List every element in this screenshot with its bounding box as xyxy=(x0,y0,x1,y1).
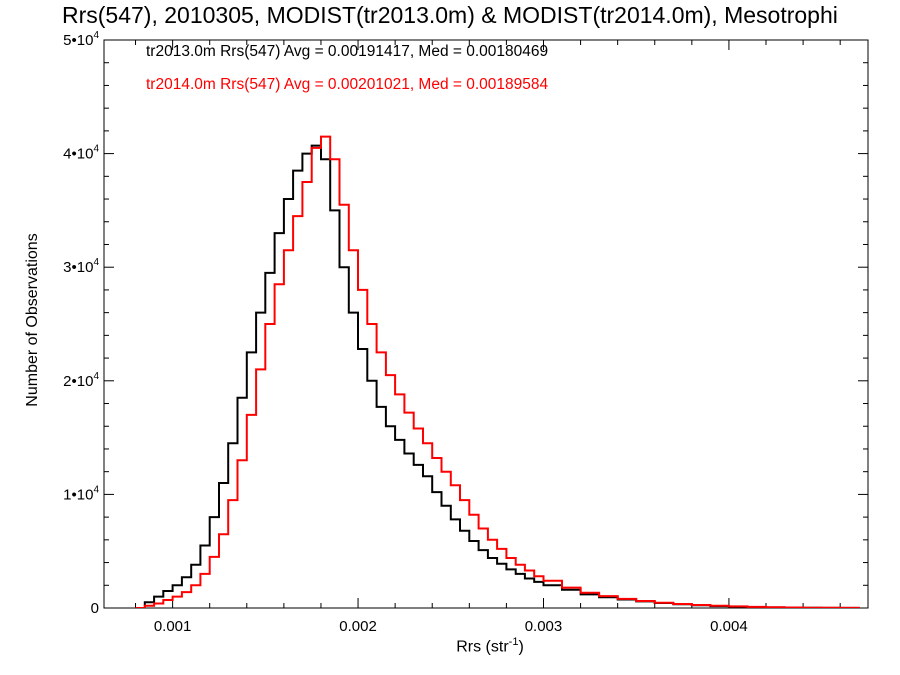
y-tick-exponent: 4 xyxy=(93,484,99,495)
plot-frame xyxy=(103,39,869,609)
y-tick-exponent: 4 xyxy=(93,144,99,155)
y-axis-label: Number of Observations xyxy=(24,233,41,407)
y-tick-label: 1•104 xyxy=(63,484,99,503)
x-tick-label: 0.003 xyxy=(525,618,563,635)
y-tick-mantissa: 4•10 xyxy=(63,146,93,163)
y-tick-label: 0 xyxy=(91,600,99,617)
y-tick-label: 2•104 xyxy=(63,371,99,390)
x-tick-label: 0.001 xyxy=(154,618,192,635)
chart-title: Rrs(547), 2010305, MODIST(tr2013.0m) & M… xyxy=(62,2,838,28)
x-tick-label: 0.004 xyxy=(710,618,748,635)
x-axis-label-close: ) xyxy=(518,638,524,656)
series-line-black xyxy=(135,144,860,608)
y-tick-mantissa: 5•10 xyxy=(63,32,93,49)
y-tick-label: 5•104 xyxy=(63,30,99,49)
y-tick-mantissa: 1•10 xyxy=(63,486,93,503)
y-tick-exponent: 4 xyxy=(93,257,99,268)
y-tick-exponent: 4 xyxy=(93,371,99,382)
x-axis-label-exponent: -1 xyxy=(508,636,519,648)
legend-entry-red-series: tr2014.0m Rrs(547) Avg = 0.00201021, Med… xyxy=(146,76,549,93)
y-tick-exponent: 4 xyxy=(93,30,99,41)
series-line-red xyxy=(135,135,860,608)
x-axis-label: Rrs (str-1) xyxy=(456,636,524,656)
y-tick-label: 3•104 xyxy=(63,257,99,276)
y-tick-label: 4•104 xyxy=(63,144,99,163)
y-tick-mantissa: 2•10 xyxy=(63,373,93,390)
x-tick-label: 0.002 xyxy=(339,618,377,635)
y-tick-mantissa: 3•10 xyxy=(63,259,93,276)
x-axis-label-text: Rrs (str xyxy=(456,638,509,656)
y-tick-mantissa: 0 xyxy=(91,600,99,617)
legend-entry-black-series: tr2013.0m Rrs(547) Avg = 0.00191417, Med… xyxy=(146,43,549,60)
